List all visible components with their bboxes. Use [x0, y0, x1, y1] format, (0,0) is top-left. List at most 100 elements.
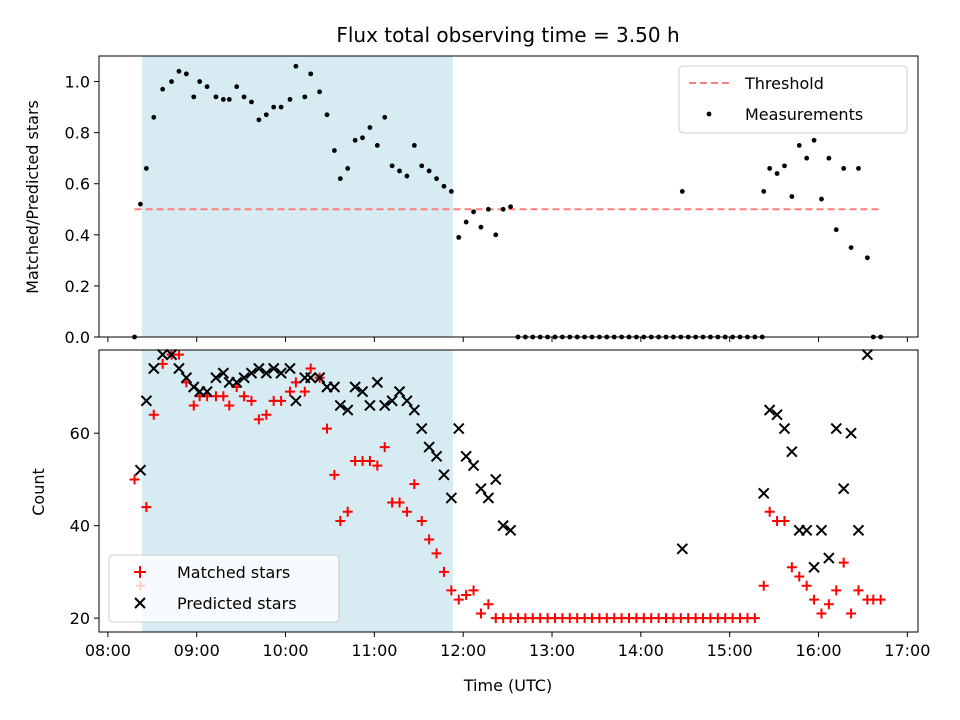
measurement-point — [183, 71, 189, 77]
top-axes-frame — [98, 55, 919, 338]
chart-title: Flux total observing time = 3.50 h — [336, 23, 679, 47]
predicted-star-point — [837, 482, 850, 495]
matched-star-point — [438, 566, 449, 577]
measurement-point — [220, 97, 226, 102]
matched-star-point — [453, 594, 464, 605]
bottom-x-ticks: 08:00 09:00 10:00 11:00 12:00 13:00 14:00 15:00… — [85, 632, 930, 660]
measurement-point — [826, 155, 832, 161]
matched-star-point — [379, 442, 390, 453]
predicted-star-point — [173, 362, 185, 375]
matched-star-point — [218, 391, 229, 402]
measurement-point — [324, 112, 330, 118]
measurement-point — [471, 209, 476, 215]
matched-star-point — [335, 516, 346, 527]
predicted-star-point — [217, 367, 230, 379]
matched-star-point — [758, 580, 769, 591]
predicted-star-point — [676, 543, 689, 555]
matched-star-point — [129, 474, 140, 485]
matched-star-point — [801, 580, 812, 591]
predicted-star-point — [758, 487, 770, 500]
predicted-star-point — [371, 376, 384, 389]
predicted-star-point — [342, 404, 354, 416]
measurement-point — [352, 137, 358, 143]
matched-star-point — [253, 414, 264, 425]
measurement-point — [411, 143, 417, 148]
y-tick-label: 1.0 — [65, 73, 90, 92]
matched-star-point — [276, 395, 287, 406]
predicted-star-point — [386, 395, 398, 407]
measurement-point — [441, 183, 447, 189]
predicted-star-point — [438, 469, 450, 481]
measurement-point — [485, 206, 491, 212]
predicted-star-point — [830, 422, 842, 435]
measurement-point — [811, 137, 817, 143]
measurement-point — [271, 104, 277, 110]
x-axis-label: Time (UTC) — [463, 676, 552, 695]
measurement-point — [833, 227, 839, 233]
measurement-point — [360, 135, 365, 141]
top-x-ticks — [107, 337, 908, 342]
matched-star-point — [816, 608, 827, 619]
measurement-point — [345, 166, 351, 171]
measurement-point — [789, 194, 795, 199]
measurement-point — [241, 94, 247, 100]
predicted-star-point — [504, 524, 517, 537]
x-tick-label: 16:00 — [795, 641, 841, 660]
x-tick-label: 08:00 — [85, 641, 131, 660]
predicted-star-point — [823, 552, 835, 564]
matched-star-point — [188, 400, 199, 411]
matched-star-point — [846, 608, 857, 619]
measurement-point — [160, 86, 166, 92]
matched-star-point — [764, 506, 775, 517]
y-tick-label: 0.6 — [65, 175, 90, 194]
legend-predicted-label: Predicted stars — [177, 594, 297, 613]
measurement-point — [367, 125, 373, 130]
predicted-star-point — [148, 362, 160, 375]
matched-star-point — [424, 534, 435, 545]
predicted-star-point — [460, 450, 472, 463]
measurement-point — [256, 117, 262, 123]
measurement-point — [138, 201, 143, 207]
top-y-axis-label: Matched/Predicted stars — [23, 100, 42, 294]
matched-star-point — [409, 479, 420, 490]
predicted-star-point — [165, 348, 178, 361]
matched-star-point — [173, 349, 184, 360]
measurement-point — [287, 97, 293, 102]
top-panel: 0.0 0.2 0.4 0.6 0.8 1.0 Matched/Predicted sta… — [23, 55, 919, 347]
matched-star-point — [779, 516, 790, 527]
bottom-legend-box — [108, 554, 340, 623]
y-tick-label: 0.4 — [65, 226, 90, 245]
bottom-y-ticks: 20 40 60 — [70, 424, 99, 628]
predicted-star-point — [815, 524, 828, 537]
measurement-point — [331, 148, 337, 153]
predicted-star-point — [349, 381, 361, 393]
predicted-star-point — [393, 385, 406, 398]
predicted-star-point — [453, 422, 465, 435]
legend-threshold-label: Threshold — [744, 74, 824, 93]
matched-star-point — [809, 594, 820, 605]
matched-star-point — [838, 557, 849, 568]
measurement-point — [143, 166, 149, 171]
measurement-point — [389, 163, 395, 169]
x-tick-label: 10:00 — [262, 641, 308, 660]
measurement-point — [761, 188, 767, 194]
matched-star-point — [157, 358, 168, 369]
predicted-star-point — [267, 362, 280, 375]
predicted-star-point — [763, 404, 776, 416]
measurement-point — [782, 163, 787, 169]
predicted-star-point — [861, 348, 874, 361]
predicted-star-point — [416, 422, 428, 435]
predicted-star-point — [238, 372, 250, 384]
matched-star-point — [446, 585, 457, 596]
measurement-point — [151, 114, 157, 120]
predicted-star-point — [475, 482, 487, 495]
predicted-star-point — [201, 385, 213, 398]
predicted-star-point — [334, 399, 347, 412]
measurement-point — [302, 94, 308, 100]
measurement-point — [169, 79, 174, 84]
measurement-point — [293, 63, 299, 69]
measurement-point — [856, 166, 861, 171]
predicted-star-point — [771, 409, 783, 421]
measurement-point — [249, 99, 254, 105]
